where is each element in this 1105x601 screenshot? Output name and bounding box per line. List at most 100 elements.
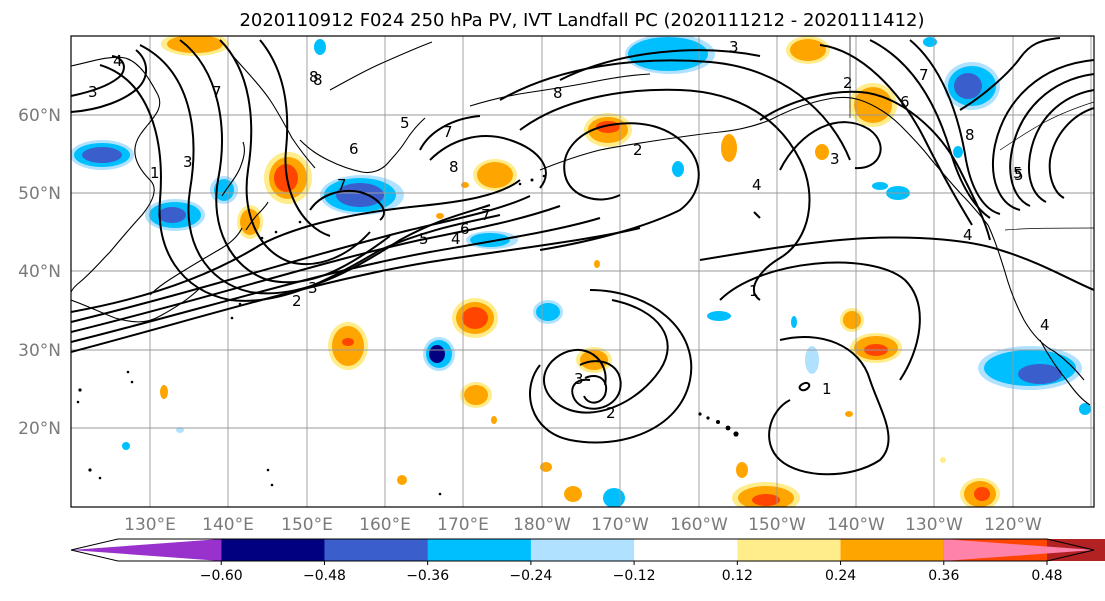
colorbar-tick-label: −0.36 [406, 568, 449, 584]
positive-anomaly-4 [473, 159, 517, 191]
pv-contours [71, 37, 1094, 476]
map-panel: 4 3 1 3 8 7 6 5 4 7 8 5 6 7 8 2 3 8 3 2 [70, 35, 1095, 508]
contour-spiral-1 [543, 299, 669, 414]
contour-35 [309, 190, 385, 221]
contour-7 [139, 44, 491, 295]
contour-13 [499, 59, 851, 161]
lat-label: 50°N [18, 184, 61, 204]
lon-label: 130°W [905, 515, 963, 535]
lon-label: 170°E [437, 515, 489, 535]
positive-anomaly-14 [960, 478, 1000, 507]
contour-label: 8 [553, 84, 563, 102]
contour-label: 3 [88, 83, 98, 101]
graticule [71, 36, 1094, 507]
contour-24 [909, 39, 1001, 215]
negative-anomaly-6 [944, 62, 1000, 110]
asia-coast [71, 56, 161, 293]
contour-17 [699, 236, 1001, 261]
positive-anomaly-1 [264, 152, 312, 204]
contour-label: 1 [749, 282, 759, 300]
contour-label: 6 [349, 140, 359, 158]
hokkaido [245, 201, 269, 231]
sakhalin [221, 141, 245, 197]
contour-1 [71, 227, 641, 353]
map-title: 2020110912 F024 250 hPa PV, IVT Landfall… [239, 10, 924, 31]
contour-31 [999, 249, 1094, 291]
chukotka-coast [329, 41, 433, 91]
lon-label: 150°E [281, 515, 333, 535]
contour-label: 8 [965, 126, 975, 144]
contour-label: 3 [574, 370, 584, 388]
negative-anomaly-small [122, 37, 1091, 507]
kamchatka [299, 117, 426, 174]
positive-anomaly-12 [840, 308, 864, 332]
colorbar-segment [71, 539, 222, 561]
contour-spiral-3 [571, 360, 622, 410]
contour-27 [1028, 89, 1094, 203]
contour-30 [71, 49, 147, 113]
contour-label: 7 [443, 123, 453, 141]
aleutians-alaska-peninsula [539, 119, 771, 171]
contour-16 [419, 115, 481, 151]
contour-34 [798, 381, 811, 392]
lat-label: 30°N [18, 341, 61, 361]
contour-8 [179, 39, 391, 284]
alaska-north-coast [469, 73, 651, 107]
contour-20 [779, 121, 882, 171]
colorbar-tick-label: −0.24 [509, 568, 552, 584]
contour-label: 2 [843, 74, 853, 92]
contour-label: 6 [900, 93, 910, 111]
contour-6 [99, 64, 501, 302]
negative-anomaly-10 [533, 300, 563, 324]
negative-anomaly-2 [71, 140, 134, 170]
negative-anomaly-9 [466, 231, 518, 249]
lon-label: 160°E [359, 515, 411, 535]
contour-23 [869, 39, 991, 219]
positive-anomaly-small [160, 134, 946, 502]
contour-22 [819, 44, 973, 226]
lon-label: 160°W [670, 515, 728, 535]
contour-label: 3 [729, 38, 739, 56]
contour-19 [768, 335, 890, 476]
negative-anomaly-1 [320, 175, 404, 215]
contour-12 [519, 88, 811, 301]
lat-label: 20°N [18, 419, 61, 439]
colorbar-tick-label: 0.36 [928, 568, 959, 584]
positive-anomaly-11 [850, 333, 902, 363]
colorbar-outline [70, 538, 1095, 562]
negative-anomaly-5 [625, 36, 715, 74]
contour-label: 2 [633, 141, 643, 159]
positive-anomaly-15 [237, 205, 263, 239]
contour-11 [539, 122, 700, 251]
negative-anomaly-7 [978, 346, 1082, 390]
positive-anomaly-7 [460, 382, 492, 408]
japan-honshu [149, 227, 243, 296]
contour-label: 1 [150, 164, 160, 182]
lat-label: 60°N [18, 106, 61, 126]
negative-anomaly-8 [423, 337, 455, 371]
colorbar-tick-label: 0.48 [1031, 568, 1062, 584]
lon-label: 120°W [984, 515, 1042, 535]
colorbar-segment [324, 539, 429, 561]
positive-anomaly-6 [328, 322, 368, 370]
contour-label: 4 [963, 226, 973, 244]
map-border [70, 35, 1095, 508]
islands [76, 174, 739, 496]
contour-label: 3 [830, 150, 840, 168]
contour-label: 7 [337, 176, 347, 194]
colorbar-tick-label: −0.48 [303, 568, 346, 584]
lon-label: 170°W [591, 515, 649, 535]
contour-label: 7 [481, 206, 491, 224]
colorbar-segment [634, 539, 738, 561]
lon-label: 140°W [827, 515, 885, 535]
contour-15 [429, 135, 547, 189]
colorbar-segment [530, 539, 635, 561]
positive-anomaly-13 [732, 482, 800, 507]
contour-label: 5 [1013, 164, 1023, 182]
latitude-labels: 60°N 50°N 40°N 30°N 20°N [18, 106, 61, 439]
contour-5 [71, 179, 521, 313]
contour-label: 3 [183, 153, 193, 171]
contour-29 [71, 55, 125, 97]
contour-label: 4 [752, 176, 762, 194]
contour-26 [1009, 73, 1094, 207]
